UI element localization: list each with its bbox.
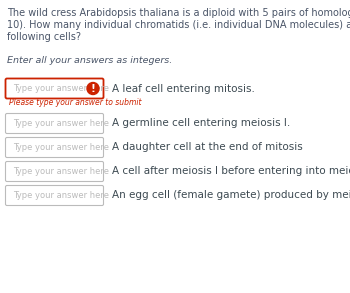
Text: Type your answer here: Type your answer here [13, 191, 109, 200]
Text: Type your answer here: Type your answer here [13, 84, 109, 93]
Text: A daughter cell at the end of mitosis: A daughter cell at the end of mitosis [112, 142, 303, 152]
Text: !: ! [91, 84, 96, 93]
Text: A germline cell entering meiosis I.: A germline cell entering meiosis I. [112, 118, 290, 129]
FancyBboxPatch shape [6, 161, 104, 181]
Text: Type your answer here: Type your answer here [13, 167, 109, 176]
Circle shape [87, 83, 99, 95]
Text: Please type your answer to submit: Please type your answer to submit [9, 98, 141, 107]
FancyBboxPatch shape [6, 113, 104, 134]
Text: Type your answer here: Type your answer here [13, 119, 109, 128]
Text: 10). How many individual chromatids (i.e. individual DNA molecules) are present : 10). How many individual chromatids (i.e… [7, 20, 350, 30]
Text: An egg cell (female gamete) produced by meiosis II: An egg cell (female gamete) produced by … [112, 190, 350, 200]
FancyBboxPatch shape [6, 79, 104, 98]
Text: Enter all your answers as integers.: Enter all your answers as integers. [7, 56, 172, 65]
Text: The wild cress Arabidopsis thaliana is a diploid with 5 pairs of homologous chro: The wild cress Arabidopsis thaliana is a… [7, 8, 350, 18]
FancyBboxPatch shape [6, 185, 104, 205]
Text: following cells?: following cells? [7, 32, 81, 42]
Text: A leaf cell entering mitosis.: A leaf cell entering mitosis. [112, 84, 255, 93]
Text: A cell after meiosis I before entering into meiosis II: A cell after meiosis I before entering i… [112, 166, 350, 176]
FancyBboxPatch shape [6, 137, 104, 158]
Text: Type your answer here: Type your answer here [13, 143, 109, 152]
